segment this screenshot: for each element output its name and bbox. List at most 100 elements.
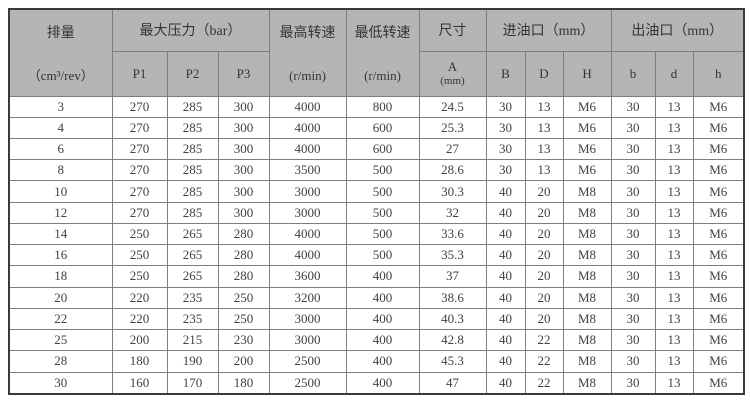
cell-p2: 265 — [166, 265, 219, 288]
cell-min-speed: 400 — [345, 350, 420, 373]
cell-size-a: 40.3 — [418, 307, 487, 331]
cell-outlet-d: 13 — [654, 180, 694, 203]
cell-p1: 200 — [111, 329, 168, 352]
cell-inlet-b: 30 — [485, 95, 526, 118]
cell-p3: 180 — [217, 371, 270, 395]
cell-outlet-h: M6 — [692, 180, 745, 203]
cell-inlet-b: 30 — [485, 137, 526, 161]
cell-size-a: 25.3 — [418, 116, 487, 139]
cell-max-speed: 4000 — [268, 95, 347, 118]
cell-p2: 190 — [166, 350, 219, 373]
cell-outlet-d: 13 — [654, 137, 694, 161]
cell-displacement: 6 — [8, 137, 113, 161]
cell-p2: 170 — [166, 371, 219, 395]
table-row: 10 270 285 300 3000 500 30.3 40 20 M8 30 13 M6 — [8, 180, 745, 203]
cell-size-a: 27 — [418, 137, 487, 161]
cell-min-speed: 400 — [345, 307, 420, 331]
cell-outlet-b: 30 — [610, 159, 656, 182]
cell-inlet-h: M8 — [562, 244, 612, 267]
cell-outlet-h: M6 — [692, 201, 745, 224]
cell-inlet-b: 40 — [485, 244, 526, 267]
cell-min-speed: 400 — [345, 371, 420, 395]
header-min-speed: 最低转速 (r/min) — [345, 8, 420, 97]
header-inlet-d: D — [524, 50, 564, 97]
cell-outlet-d: 13 — [654, 159, 694, 182]
cell-max-speed: 3500 — [268, 159, 347, 182]
cell-p2: 265 — [166, 222, 219, 246]
cell-inlet-d: 20 — [524, 244, 564, 267]
cell-p1: 270 — [111, 95, 168, 118]
cell-min-speed: 600 — [345, 116, 420, 139]
cell-min-speed: 400 — [345, 286, 420, 309]
cell-p1: 270 — [111, 180, 168, 203]
cell-displacement: 4 — [8, 116, 113, 139]
cell-p3: 280 — [217, 244, 270, 267]
cell-outlet-d: 13 — [654, 265, 694, 288]
cell-outlet-d: 13 — [654, 244, 694, 267]
min-speed-twoline: 最低转速 (r/min) — [347, 22, 418, 84]
cell-inlet-d: 22 — [524, 350, 564, 373]
cell-inlet-h: M8 — [562, 350, 612, 373]
cell-outlet-b: 30 — [610, 307, 656, 331]
cell-displacement: 20 — [8, 286, 113, 309]
cell-max-speed: 2500 — [268, 350, 347, 373]
cell-inlet-b: 40 — [485, 329, 526, 352]
cell-inlet-d: 22 — [524, 371, 564, 395]
cell-p3: 300 — [217, 180, 270, 203]
cell-p2: 285 — [166, 159, 219, 182]
cell-outlet-d: 13 — [654, 95, 694, 118]
cell-displacement: 25 — [8, 329, 113, 352]
cell-max-speed: 2500 — [268, 371, 347, 395]
cell-displacement: 3 — [8, 95, 113, 118]
header-p1: P1 — [111, 50, 168, 97]
table-row: 3 270 285 300 4000 800 24.5 30 13 M6 30 13 M6 — [8, 95, 745, 118]
cell-outlet-b: 30 — [610, 371, 656, 395]
cell-p3: 250 — [217, 307, 270, 331]
table-row: 8 270 285 300 3500 500 28.6 30 13 M6 30 13 M6 — [8, 159, 745, 182]
cell-p1: 270 — [111, 201, 168, 224]
cell-inlet-b: 40 — [485, 222, 526, 246]
cell-outlet-b: 30 — [610, 180, 656, 203]
cell-outlet-d: 13 — [654, 307, 694, 331]
size-a-unit: (mm) — [440, 74, 465, 87]
cell-displacement: 10 — [8, 180, 113, 203]
cell-p3: 300 — [217, 137, 270, 161]
cell-outlet-b: 30 — [610, 95, 656, 118]
displacement-label: 排量 — [46, 25, 75, 41]
cell-size-a: 28.6 — [418, 159, 487, 182]
cell-min-speed: 400 — [345, 329, 420, 352]
table-body: 3 270 285 300 4000 800 24.5 30 13 M6 30 13 M6 4 270 285… — [8, 95, 745, 395]
cell-p1: 180 — [111, 350, 168, 373]
cell-outlet-h: M6 — [692, 286, 745, 309]
size-a-stack: A (mm) — [420, 59, 485, 88]
cell-outlet-b: 30 — [610, 244, 656, 267]
cell-size-a: 33.6 — [418, 222, 487, 246]
cell-inlet-b: 40 — [485, 286, 526, 309]
header-size-a: A (mm) — [418, 50, 487, 97]
cell-displacement: 22 — [8, 307, 113, 331]
cell-outlet-h: M6 — [692, 222, 745, 246]
cell-max-speed: 4000 — [268, 222, 347, 246]
cell-max-speed: 3200 — [268, 286, 347, 309]
cell-outlet-d: 13 — [654, 286, 694, 309]
cell-p1: 250 — [111, 222, 168, 246]
cell-p3: 200 — [217, 350, 270, 373]
header-outlet-h: h — [692, 50, 745, 97]
cell-inlet-d: 20 — [524, 265, 564, 288]
table-row: 18 250 265 280 3600 400 37 40 20 M8 30 13 M6 — [8, 265, 745, 288]
cell-inlet-h: M8 — [562, 201, 612, 224]
header-displacement: 排量 （cm³/rev） — [8, 8, 113, 97]
cell-p2: 265 — [166, 244, 219, 267]
cell-max-speed: 4000 — [268, 244, 347, 267]
cell-size-a: 35.3 — [418, 244, 487, 267]
min-speed-label: 最低转速 — [354, 25, 411, 41]
cell-outlet-h: M6 — [692, 350, 745, 373]
cell-inlet-h: M8 — [562, 329, 612, 352]
cell-inlet-h: M8 — [562, 307, 612, 331]
cell-inlet-d: 13 — [524, 159, 564, 182]
cell-p2: 285 — [166, 95, 219, 118]
displacement-unit: （cm³/rev） — [27, 67, 94, 83]
cell-p3: 300 — [217, 116, 270, 139]
cell-outlet-d: 13 — [654, 116, 694, 139]
cell-inlet-d: 20 — [524, 222, 564, 246]
